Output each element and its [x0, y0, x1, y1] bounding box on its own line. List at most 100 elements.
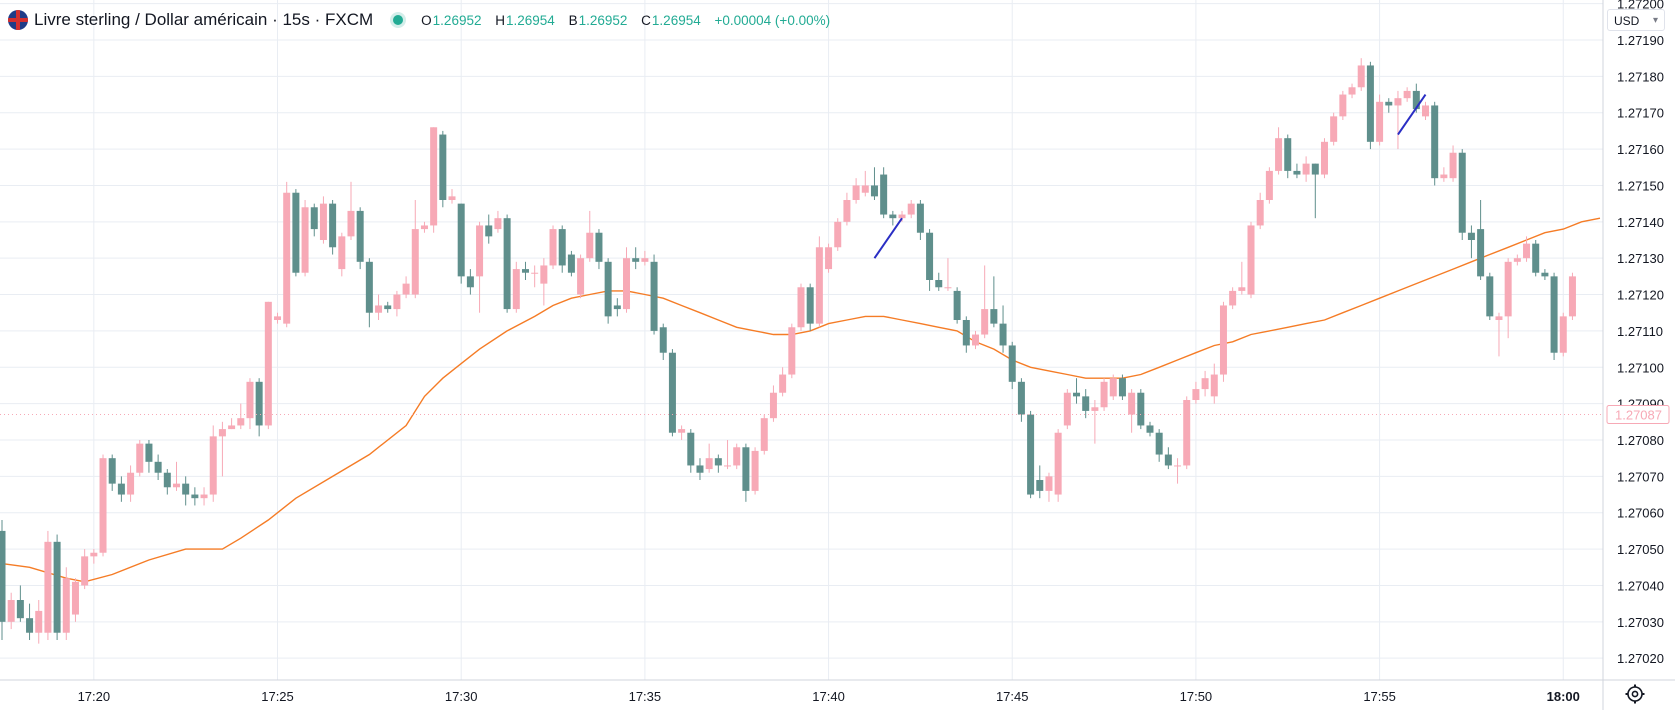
- candle-body-down: [108, 458, 116, 484]
- candle-body-down: [1027, 414, 1035, 495]
- y-tick-label: 1.27180: [1617, 69, 1664, 84]
- candle-body-down: [255, 381, 263, 426]
- ohlc-values: O1.26952 H1.26954 B1.26952 C1.26954 +0.0…: [421, 13, 840, 28]
- candle-body-down: [1532, 243, 1540, 273]
- candle-body-up: [1229, 290, 1237, 306]
- candle-body-down: [990, 309, 998, 324]
- candle-body-up: [393, 294, 401, 310]
- candle-body-down: [117, 483, 125, 495]
- candle-body-up: [1045, 476, 1053, 491]
- y-tick-label: 1.27150: [1617, 178, 1664, 193]
- candle-body-up: [99, 458, 107, 553]
- low-value: 1.26952: [578, 12, 628, 28]
- candle-body-up: [1357, 65, 1365, 88]
- candle-body-up: [90, 552, 98, 557]
- candle-body-down: [329, 203, 337, 248]
- candle-body-up: [1302, 163, 1310, 175]
- candle-body-up: [283, 192, 291, 324]
- candle-body-up: [540, 265, 548, 284]
- y-tick-label: 1.27030: [1617, 615, 1664, 630]
- trend-line-drawing[interactable]: [873, 217, 903, 259]
- y-tick-label: 1.27040: [1617, 578, 1664, 593]
- candle-body-up: [1394, 98, 1402, 106]
- candle-body-down: [191, 494, 199, 499]
- high-value: 1.26954: [506, 12, 555, 28]
- candle-body-down: [154, 461, 162, 473]
- candle-body-up: [531, 272, 539, 274]
- x-tick-label: 17:30: [445, 689, 478, 704]
- candle-body-down: [1008, 345, 1016, 382]
- candle-body-up: [815, 247, 823, 324]
- candle-body-down: [999, 323, 1007, 346]
- y-tick-label: 1.27100: [1617, 360, 1664, 375]
- candle-body-down: [53, 541, 61, 633]
- candle-body-up: [200, 494, 208, 499]
- candle-body-down: [935, 280, 943, 288]
- candle-body-up: [861, 185, 869, 193]
- candle-body-up: [338, 236, 346, 270]
- trend-line-drawing[interactable]: [1397, 93, 1427, 136]
- candle-body-up: [1109, 378, 1117, 397]
- y-tick-label: 1.27130: [1617, 251, 1664, 266]
- candle-body-up: [62, 578, 70, 633]
- candle-body-up: [1440, 174, 1448, 179]
- candle-body-up: [319, 203, 327, 240]
- settings-gear-icon[interactable]: [1624, 683, 1646, 705]
- symbol-title[interactable]: Livre sterling / Dollar américain · 15s …: [34, 10, 374, 29]
- candle-body-up: [347, 210, 355, 237]
- currency-selector[interactable]: USD ▾: [1607, 9, 1665, 31]
- candle-body-down: [567, 254, 575, 273]
- x-tick-label: 17:55: [1363, 689, 1396, 704]
- y-tick-label: 1.27190: [1617, 33, 1664, 48]
- candle-body-up: [1348, 87, 1356, 95]
- x-tick-label: 17:50: [1180, 689, 1213, 704]
- candle-body-down: [1366, 65, 1374, 142]
- candle-body-down: [292, 192, 300, 273]
- candle-body-up: [209, 436, 217, 495]
- candle-body-up: [1183, 400, 1191, 466]
- candle-body-up: [760, 418, 768, 451]
- candle-body-up: [430, 127, 438, 226]
- candle-body-up: [1320, 141, 1328, 175]
- candle-body-up: [7, 600, 15, 622]
- candle-body-up: [1376, 101, 1384, 142]
- candle-body-down: [1486, 276, 1494, 317]
- low-key: B: [568, 12, 578, 28]
- candle-body-up: [944, 287, 952, 289]
- candle-body-down: [163, 472, 171, 488]
- candle-body-up: [641, 258, 649, 262]
- candle-body-down: [466, 276, 474, 288]
- candle-body-up: [1265, 170, 1273, 200]
- candle-body-up: [1339, 94, 1347, 117]
- candle-body-up: [1568, 276, 1576, 317]
- candle-body-down: [926, 232, 934, 280]
- candle-body-down: [1284, 138, 1292, 171]
- candle-body-down: [742, 447, 750, 491]
- candle-body-down: [1146, 425, 1154, 433]
- close-key: C: [641, 12, 651, 28]
- candle-body-up: [246, 381, 254, 419]
- candle-body-down: [0, 530, 6, 622]
- candle-body-down: [1412, 90, 1420, 110]
- candle-body-up: [724, 465, 732, 467]
- y-tick-label: 1.27170: [1617, 106, 1664, 121]
- y-tick-label: 1.27070: [1617, 469, 1664, 484]
- candle-body-up: [1201, 378, 1209, 390]
- candle-body-up: [907, 203, 915, 215]
- candle-body-up: [1559, 316, 1567, 353]
- candle-body-down: [365, 261, 373, 313]
- candle-body-up: [1192, 389, 1200, 400]
- candle-body-down: [687, 432, 695, 466]
- candle-body-up: [1504, 261, 1512, 317]
- last-price-badge: [1606, 405, 1670, 425]
- candle-body-up: [788, 327, 796, 375]
- candle-body-down: [485, 225, 493, 237]
- candle-body-down: [595, 232, 603, 262]
- candle-body-up: [751, 450, 759, 491]
- candle-body-down: [558, 229, 566, 266]
- candle-body-up: [586, 232, 594, 259]
- candle-body-up: [420, 225, 428, 230]
- candle-body-up: [301, 207, 309, 273]
- candle-body-up: [1128, 392, 1136, 415]
